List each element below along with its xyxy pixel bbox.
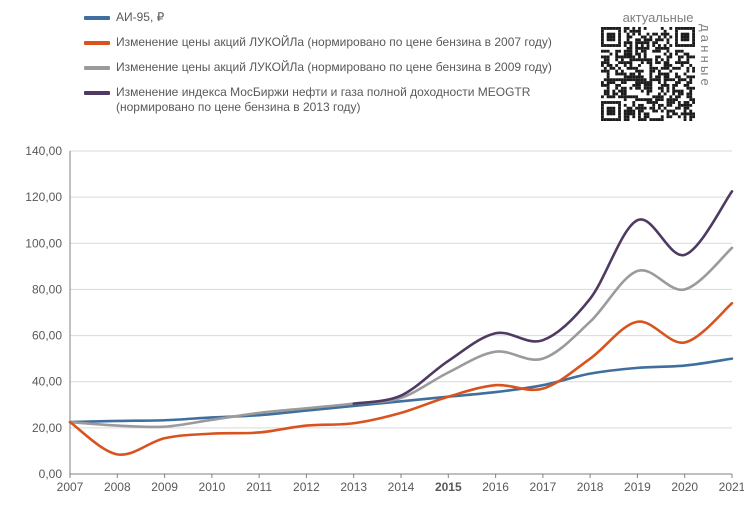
svg-text:120,00: 120,00 <box>25 190 62 204</box>
svg-text:2020: 2020 <box>671 480 698 494</box>
svg-text:20,00: 20,00 <box>32 421 62 435</box>
svg-text:140,00: 140,00 <box>25 144 62 158</box>
svg-text:2011: 2011 <box>246 480 272 494</box>
svg-text:2013: 2013 <box>340 480 367 494</box>
svg-text:2017: 2017 <box>530 480 557 494</box>
svg-text:0,00: 0,00 <box>39 467 63 481</box>
svg-text:40,00: 40,00 <box>32 375 62 389</box>
svg-text:2007: 2007 <box>57 480 84 494</box>
svg-text:2010: 2010 <box>199 480 226 494</box>
svg-text:2012: 2012 <box>293 480 320 494</box>
svg-text:2008: 2008 <box>104 480 131 494</box>
svg-text:2015: 2015 <box>435 480 462 494</box>
svg-text:2019: 2019 <box>624 480 651 494</box>
svg-text:60,00: 60,00 <box>32 329 62 343</box>
svg-text:2009: 2009 <box>151 480 178 494</box>
svg-text:2021: 2021 <box>719 480 744 494</box>
svg-text:100,00: 100,00 <box>25 236 62 250</box>
svg-text:2016: 2016 <box>482 480 509 494</box>
svg-text:2018: 2018 <box>577 480 604 494</box>
svg-text:2014: 2014 <box>388 480 415 494</box>
svg-text:80,00: 80,00 <box>32 282 62 296</box>
